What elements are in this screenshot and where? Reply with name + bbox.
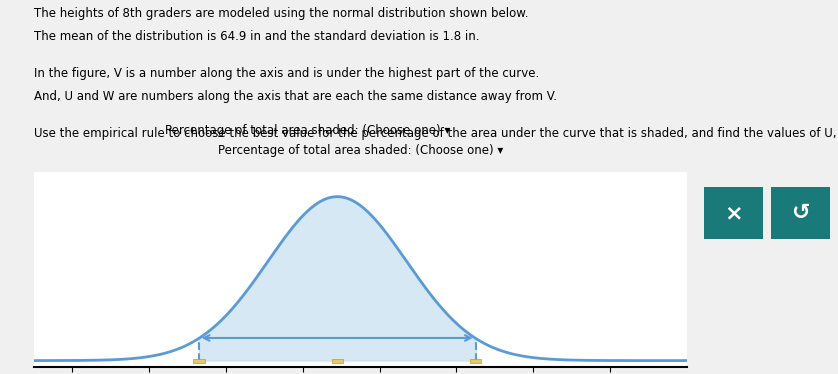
Text: Percentage of total area shaded: (Choose one) ▾: Percentage of total area shaded: (Choose…	[165, 124, 451, 137]
FancyBboxPatch shape	[193, 359, 204, 363]
Text: Use the empirical rule to choose the best value for the percentage of the area u: Use the empirical rule to choose the bes…	[34, 127, 838, 140]
FancyBboxPatch shape	[470, 359, 482, 363]
Text: In the figure, V is a number along the axis and is under the highest part of the: In the figure, V is a number along the a…	[34, 67, 539, 80]
Text: The mean of the distribution is 64.9 in and the standard deviation is 1.8 in.: The mean of the distribution is 64.9 in …	[34, 30, 479, 43]
Text: The heights of 8th graders are modeled using the normal distribution shown below: The heights of 8th graders are modeled u…	[34, 7, 528, 21]
Text: Percentage of total area shaded: (Choose one) ▾: Percentage of total area shaded: (Choose…	[218, 144, 503, 157]
Text: ×: ×	[724, 203, 742, 223]
Text: ↺: ↺	[791, 203, 810, 223]
Text: And, U and W are numbers along the axis that are each the same distance away fro: And, U and W are numbers along the axis …	[34, 90, 556, 103]
FancyBboxPatch shape	[332, 359, 343, 363]
